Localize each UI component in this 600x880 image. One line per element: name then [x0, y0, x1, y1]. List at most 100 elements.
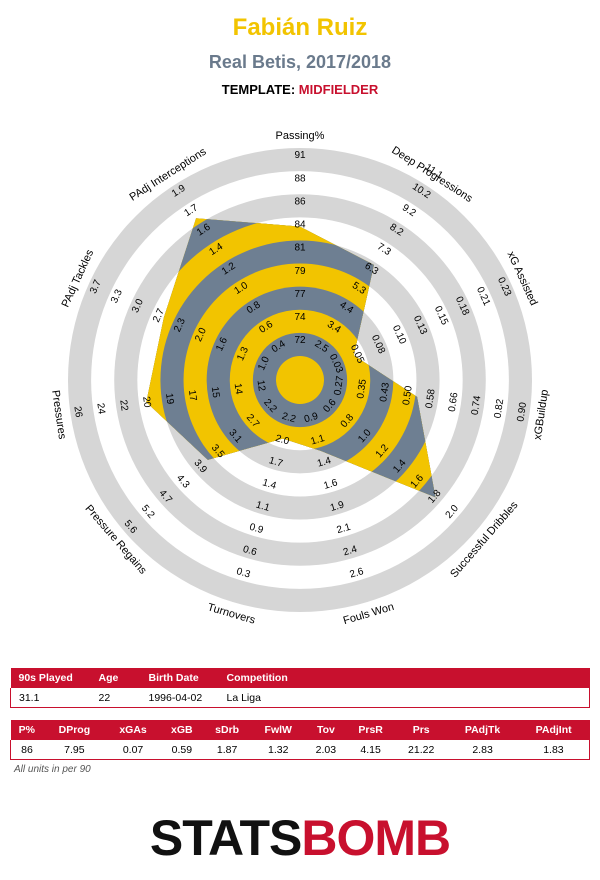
stats-header-row: P% DProg xGAs xGB sDrb FwlW Tov PrsR Prs…: [10, 720, 590, 740]
axis-tick-label: 1.6: [214, 335, 230, 353]
axis-tick-label: 20: [140, 396, 153, 409]
axis-tick-label: 26: [71, 406, 84, 419]
axis-tick-label: 1.0: [256, 355, 272, 373]
stats-value-cell: 1.83: [517, 740, 590, 760]
stats-value-cell: 4.15: [346, 740, 396, 760]
axis-tick-label: 72: [294, 335, 306, 346]
player-info-table: 90s Played Age Birth Date Competition 31…: [10, 668, 590, 708]
template-label: TEMPLATE:: [221, 82, 296, 97]
stats-header-cell: FwlW: [250, 720, 306, 740]
stats-header-cell: PAdjTk: [447, 720, 518, 740]
stats-header-cell: Tov: [305, 720, 347, 740]
axis-tick-label: 84: [294, 220, 306, 231]
axis-tick-label: 2.2: [281, 411, 298, 426]
info-value-cell: 22: [90, 688, 141, 708]
stats-header-cell: sDrb: [203, 720, 251, 740]
info-header-cell: Competition: [218, 668, 590, 688]
axis-tick-label: 0.43: [378, 381, 392, 402]
stats-value-cell: 1.32: [250, 740, 306, 760]
axis-tick-label: 0.90: [515, 401, 529, 422]
axis-tick-label: 77: [294, 289, 306, 300]
axis-tick-label: 2.6: [349, 566, 366, 581]
axis-tick-label: 0.82: [493, 398, 507, 419]
axis-tick-label: 1.9: [329, 499, 346, 514]
stats-value-cell: 2.03: [305, 740, 347, 760]
template-line: TEMPLATE: MIDFIELDER: [0, 82, 600, 97]
logo-part-bomb: BOMB: [301, 810, 451, 866]
axis-tick-label: 0.58: [424, 388, 438, 409]
info-header-cell: Age: [90, 668, 141, 688]
axis-label: xGBuildup: [532, 389, 551, 441]
axis-tick-label: 1.6: [322, 477, 339, 492]
info-header-cell: 90s Played: [10, 668, 91, 688]
info-value-cell: 1996-04-02: [140, 688, 219, 708]
stats-header-cell: PAdjInt: [517, 720, 590, 740]
axis-tick-label: 91: [294, 150, 306, 161]
axis-tick-label: 79: [294, 266, 306, 277]
axis-tick-label: 12: [254, 379, 267, 392]
axis-tick-label: 1.1: [309, 433, 326, 448]
axis-tick-label: 0.35: [355, 378, 369, 399]
info-value-cell: La Liga: [218, 688, 590, 708]
axis-label: Passing%: [276, 130, 325, 142]
stats-header-cell: P%: [10, 720, 44, 740]
axis-tick-label: 1.7: [268, 455, 285, 470]
player-overlay-center: [276, 356, 324, 404]
axis-tick-label: 3.3: [109, 287, 125, 305]
axis-tick-label: 1.4: [316, 455, 333, 470]
axis-tick-label: 2.3: [172, 316, 188, 334]
info-value-row: 31.1 22 1996-04-02 La Liga: [10, 688, 590, 708]
axis-tick-label: 2.0: [193, 326, 209, 344]
axis-tick-label: 1.3: [235, 345, 251, 363]
stats-value-row: 86 7.95 0.07 0.59 1.87 1.32 2.03 4.15 21…: [10, 740, 590, 760]
statsbomb-logo: STATSBOMB: [0, 808, 600, 868]
stats-header-cell: Prs: [395, 720, 448, 740]
template-value: MIDFIELDER: [298, 82, 379, 97]
stats-value-cell: 1.87: [203, 740, 251, 760]
axis-tick-label: 2.0: [274, 433, 291, 448]
stats-header-cell: PrsR: [346, 720, 396, 740]
stats-value-cell: 7.95: [43, 740, 106, 760]
axis-tick-label: 24: [94, 402, 107, 415]
stats-header-cell: xGB: [160, 720, 204, 740]
axis-tick-label: 74: [294, 312, 306, 323]
player-name: Fabián Ruiz: [232, 14, 368, 41]
axis-tick-label: 1.1: [255, 500, 272, 515]
stats-value-cell: 2.83: [447, 740, 518, 760]
stats-value-cell: 0.59: [160, 740, 204, 760]
stats-table: P% DProg xGAs xGB sDrb FwlW Tov PrsR Prs…: [10, 720, 590, 760]
axis-tick-label: 0.66: [447, 391, 461, 412]
stats-header-cell: xGAs: [105, 720, 161, 740]
axis-tick-label: 3.0: [130, 297, 146, 315]
logo-part-stats: STATS: [149, 810, 302, 866]
axis-tick-label: 2.4: [342, 544, 359, 559]
axis-label: Pressures: [49, 389, 68, 440]
axis-tick-label: 1.4: [261, 477, 278, 492]
radar-chart: 727477798184868891Passing%2.53.44.45.36.…: [49, 130, 551, 627]
axis-tick-label: 14: [232, 383, 245, 396]
axis-tick-label: 17: [186, 389, 199, 402]
stats-value-cell: 0.07: [105, 740, 161, 760]
info-header-row: 90s Played Age Birth Date Competition: [10, 668, 590, 688]
axis-tick-label: 3.7: [88, 278, 104, 296]
units-footnote: All units in per 90: [14, 764, 91, 775]
team-season: Real Betis, 2017/2018: [208, 52, 392, 72]
axis-tick-label: 0.3: [235, 566, 252, 581]
axis-tick-label: 0.9: [248, 522, 265, 537]
axis-tick-label: 15: [209, 386, 222, 399]
axis-tick-label: 2.7: [151, 307, 167, 325]
axis-tick-label: 0.50: [401, 385, 415, 406]
axis-tick-label: 86: [294, 196, 306, 207]
axis-tick-label: 0.74: [470, 395, 484, 416]
axis-tick-label: 19: [163, 393, 176, 406]
axis-tick-label: 22: [117, 399, 130, 412]
axis-tick-label: 0.27: [332, 375, 346, 396]
info-value-cell: 31.1: [10, 688, 91, 708]
axis-tick-label: 2.1: [336, 522, 353, 537]
info-header-cell: Birth Date: [140, 668, 219, 688]
stats-value-cell: 86: [10, 740, 44, 760]
axis-tick-label: 88: [294, 173, 306, 184]
axis-tick-label: 0.9: [303, 411, 320, 426]
axis-tick-label: 0.6: [242, 544, 259, 559]
stats-value-cell: 21.22: [395, 740, 448, 760]
